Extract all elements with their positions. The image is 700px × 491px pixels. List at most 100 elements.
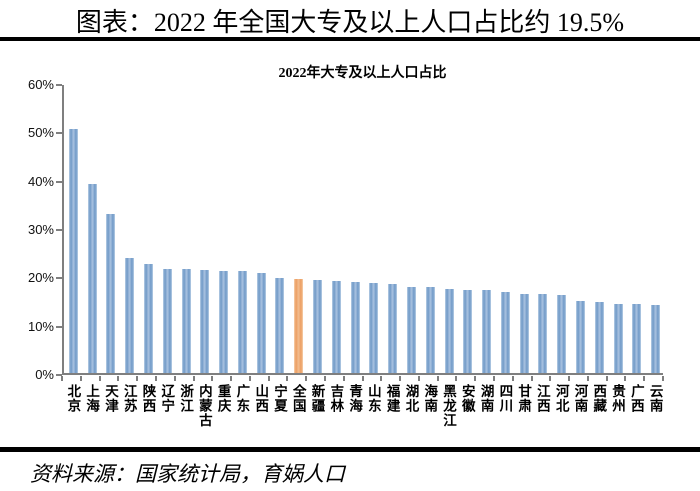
x-axis-label: 黑龙江: [441, 384, 457, 428]
x-axis-tick: [399, 376, 402, 381]
x-axis-label: 福建: [384, 384, 400, 413]
x-axis-label: 浙江: [178, 384, 194, 413]
x-axis-tick: [493, 376, 495, 381]
x-axis-tick: [173, 376, 176, 381]
x-axis-tick: [248, 376, 251, 381]
bar: [275, 277, 285, 373]
bar: [519, 293, 529, 373]
x-axis-tick: [549, 376, 552, 381]
bar: [369, 283, 379, 373]
x-axis-tick: [192, 376, 195, 381]
x-axis-label: 西藏: [591, 384, 607, 413]
x-axis-label: 宁夏: [271, 384, 287, 413]
bar-national: [294, 278, 304, 373]
bottom-divider: [0, 447, 700, 452]
y-axis-label: 40%: [27, 173, 54, 189]
x-axis-tick: [568, 376, 571, 381]
x-axis-tick: [154, 376, 157, 381]
page-title: 图表：2022 年全国大专及以上人口占比约 19.5%: [75, 8, 625, 37]
x-axis-tick: [323, 376, 326, 381]
x-axis-tick: [286, 376, 289, 381]
bar: [538, 294, 548, 373]
bar: [406, 286, 416, 373]
x-axis-tick: [361, 376, 364, 381]
x-axis-tick: [436, 376, 439, 381]
y-axis-label: 20%: [27, 270, 54, 286]
bar: [388, 284, 398, 373]
x-axis-tick: [511, 376, 514, 381]
x-axis-tick: [474, 376, 477, 381]
x-axis-label: 河南: [572, 384, 588, 413]
x-axis-label: 上海: [84, 384, 100, 413]
top-divider: [0, 37, 700, 41]
x-axis-tick: [61, 376, 63, 381]
x-axis-tick: [455, 376, 458, 381]
bar: [594, 301, 604, 373]
x-axis-label: 青海: [347, 384, 363, 413]
bar: [200, 269, 210, 373]
bar: [181, 269, 191, 373]
bar: [350, 282, 360, 373]
x-axis-tick: [305, 376, 308, 381]
bar: [651, 304, 661, 373]
x-axis-tick: [230, 376, 232, 381]
x-axis-tick: [98, 376, 101, 381]
x-axis-tick: [624, 376, 627, 381]
x-axis-tick: [586, 376, 589, 381]
x-axis-label: 湖北: [403, 384, 419, 413]
bar: [482, 290, 492, 373]
x-axis-label: 贵州: [610, 384, 626, 413]
bar: [256, 273, 266, 373]
x-axis-tick: [530, 376, 533, 381]
bar: [106, 214, 116, 373]
y-axis-tick: [56, 374, 62, 376]
bar: [68, 128, 78, 373]
x-axis-label: 辽宁: [159, 384, 175, 413]
x-axis-label: 山西: [253, 384, 269, 413]
x-axis-label: 广西: [628, 384, 644, 413]
y-axis-label: 10%: [27, 318, 54, 334]
x-axis-tick: [643, 376, 646, 381]
bar: [632, 304, 642, 373]
x-axis-label: 陕西: [140, 384, 156, 413]
x-axis-label: 河北: [553, 384, 569, 413]
y-axis-tick: [56, 132, 62, 135]
x-axis-tick: [662, 376, 664, 381]
x-axis-tick: [117, 376, 120, 381]
y-axis-tick: [56, 277, 62, 280]
x-axis-tick: [79, 376, 82, 381]
bar: [144, 263, 154, 373]
bar: [613, 303, 623, 373]
x-axis-tick: [211, 376, 214, 381]
x-axis-label: 云南: [647, 384, 663, 413]
bar: [237, 271, 247, 373]
x-axis-label: 新疆: [309, 384, 325, 413]
y-axis-tick: [56, 229, 62, 231]
bar: [313, 279, 323, 373]
x-axis-label: 海南: [422, 384, 438, 413]
bar: [219, 270, 229, 373]
x-axis-tick: [342, 376, 345, 381]
x-axis-label: 江苏: [121, 384, 137, 413]
plot-area: [62, 85, 663, 375]
x-axis-tick: [417, 376, 420, 381]
x-axis-label: 山东: [365, 384, 381, 413]
x-axis-label: 四川: [497, 384, 513, 413]
x-axis-tick: [136, 376, 139, 381]
x-axis-label: 安徽: [459, 384, 475, 413]
bar: [444, 289, 454, 373]
chart-title: 2022年大专及以上人口占比: [278, 66, 447, 81]
bar: [575, 300, 585, 373]
x-axis-label: 江西: [534, 384, 550, 413]
bar: [500, 291, 510, 373]
y-axis-tick: [56, 84, 62, 86]
x-axis-label: 北京: [65, 384, 81, 413]
x-axis-tick: [605, 376, 608, 381]
x-axis-tick: [267, 376, 270, 381]
x-axis-label: 吉林: [328, 384, 344, 413]
x-axis-label: 内蒙古: [196, 384, 212, 428]
bar: [331, 280, 341, 373]
bar: [87, 184, 97, 373]
x-axis-tick: [380, 376, 383, 381]
x-axis-label: 天津: [102, 384, 118, 413]
